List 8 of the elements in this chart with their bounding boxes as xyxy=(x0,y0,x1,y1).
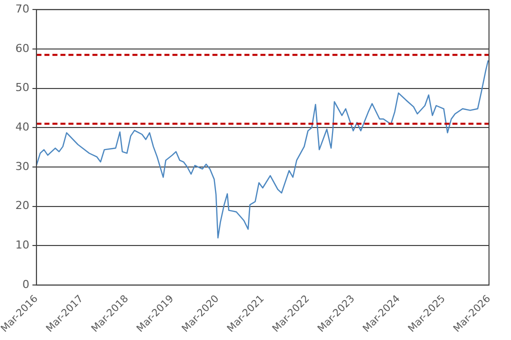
y-tick-label: 40 xyxy=(15,120,30,134)
y-tick-label: 0 xyxy=(22,278,30,291)
y-tick-label: 20 xyxy=(15,199,30,212)
y-tick-label: 30 xyxy=(15,160,30,173)
y-tick-label: 10 xyxy=(15,238,30,252)
y-tick-label: 60 xyxy=(15,42,30,55)
y-tick-label: 70 xyxy=(15,2,30,16)
y-tick-label: 50 xyxy=(15,81,30,94)
